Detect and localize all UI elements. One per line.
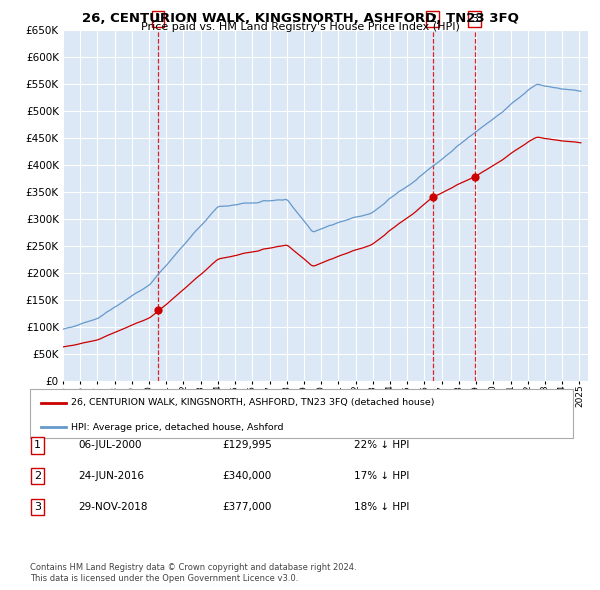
Point (153, 306, 163, 315)
Text: HPI: Average price, detached house, Ashford: HPI: Average price, detached house, Ashf… (71, 422, 283, 432)
Text: 22% ↓ HPI: 22% ↓ HPI (354, 441, 409, 450)
Text: £129,995: £129,995 (222, 441, 272, 450)
Text: 29-NOV-2018: 29-NOV-2018 (78, 502, 148, 512)
Text: 1: 1 (154, 14, 161, 24)
Text: 17% ↓ HPI: 17% ↓ HPI (354, 471, 409, 481)
Text: Contains HM Land Registry data © Crown copyright and database right 2024.: Contains HM Land Registry data © Crown c… (30, 563, 356, 572)
Text: 1: 1 (34, 441, 41, 450)
Text: This data is licensed under the Open Government Licence v3.0.: This data is licensed under the Open Gov… (30, 574, 298, 583)
Point (428, 192, 437, 202)
Text: 06-JUL-2000: 06-JUL-2000 (78, 441, 142, 450)
Text: 3: 3 (34, 502, 41, 512)
Text: 2: 2 (429, 14, 436, 24)
Text: £377,000: £377,000 (222, 502, 271, 512)
Text: Price paid vs. HM Land Registry's House Price Index (HPI): Price paid vs. HM Land Registry's House … (140, 22, 460, 32)
Point (470, 172, 479, 182)
Text: 3: 3 (471, 14, 478, 24)
Text: 2: 2 (34, 471, 41, 481)
Text: 26, CENTURION WALK, KINGSNORTH, ASHFORD, TN23 3FQ: 26, CENTURION WALK, KINGSNORTH, ASHFORD,… (82, 12, 518, 25)
Text: 26, CENTURION WALK, KINGSNORTH, ASHFORD, TN23 3FQ (detached house): 26, CENTURION WALK, KINGSNORTH, ASHFORD,… (71, 398, 434, 408)
Text: 24-JUN-2016: 24-JUN-2016 (78, 471, 144, 481)
Text: 18% ↓ HPI: 18% ↓ HPI (354, 502, 409, 512)
Text: £340,000: £340,000 (222, 471, 271, 481)
